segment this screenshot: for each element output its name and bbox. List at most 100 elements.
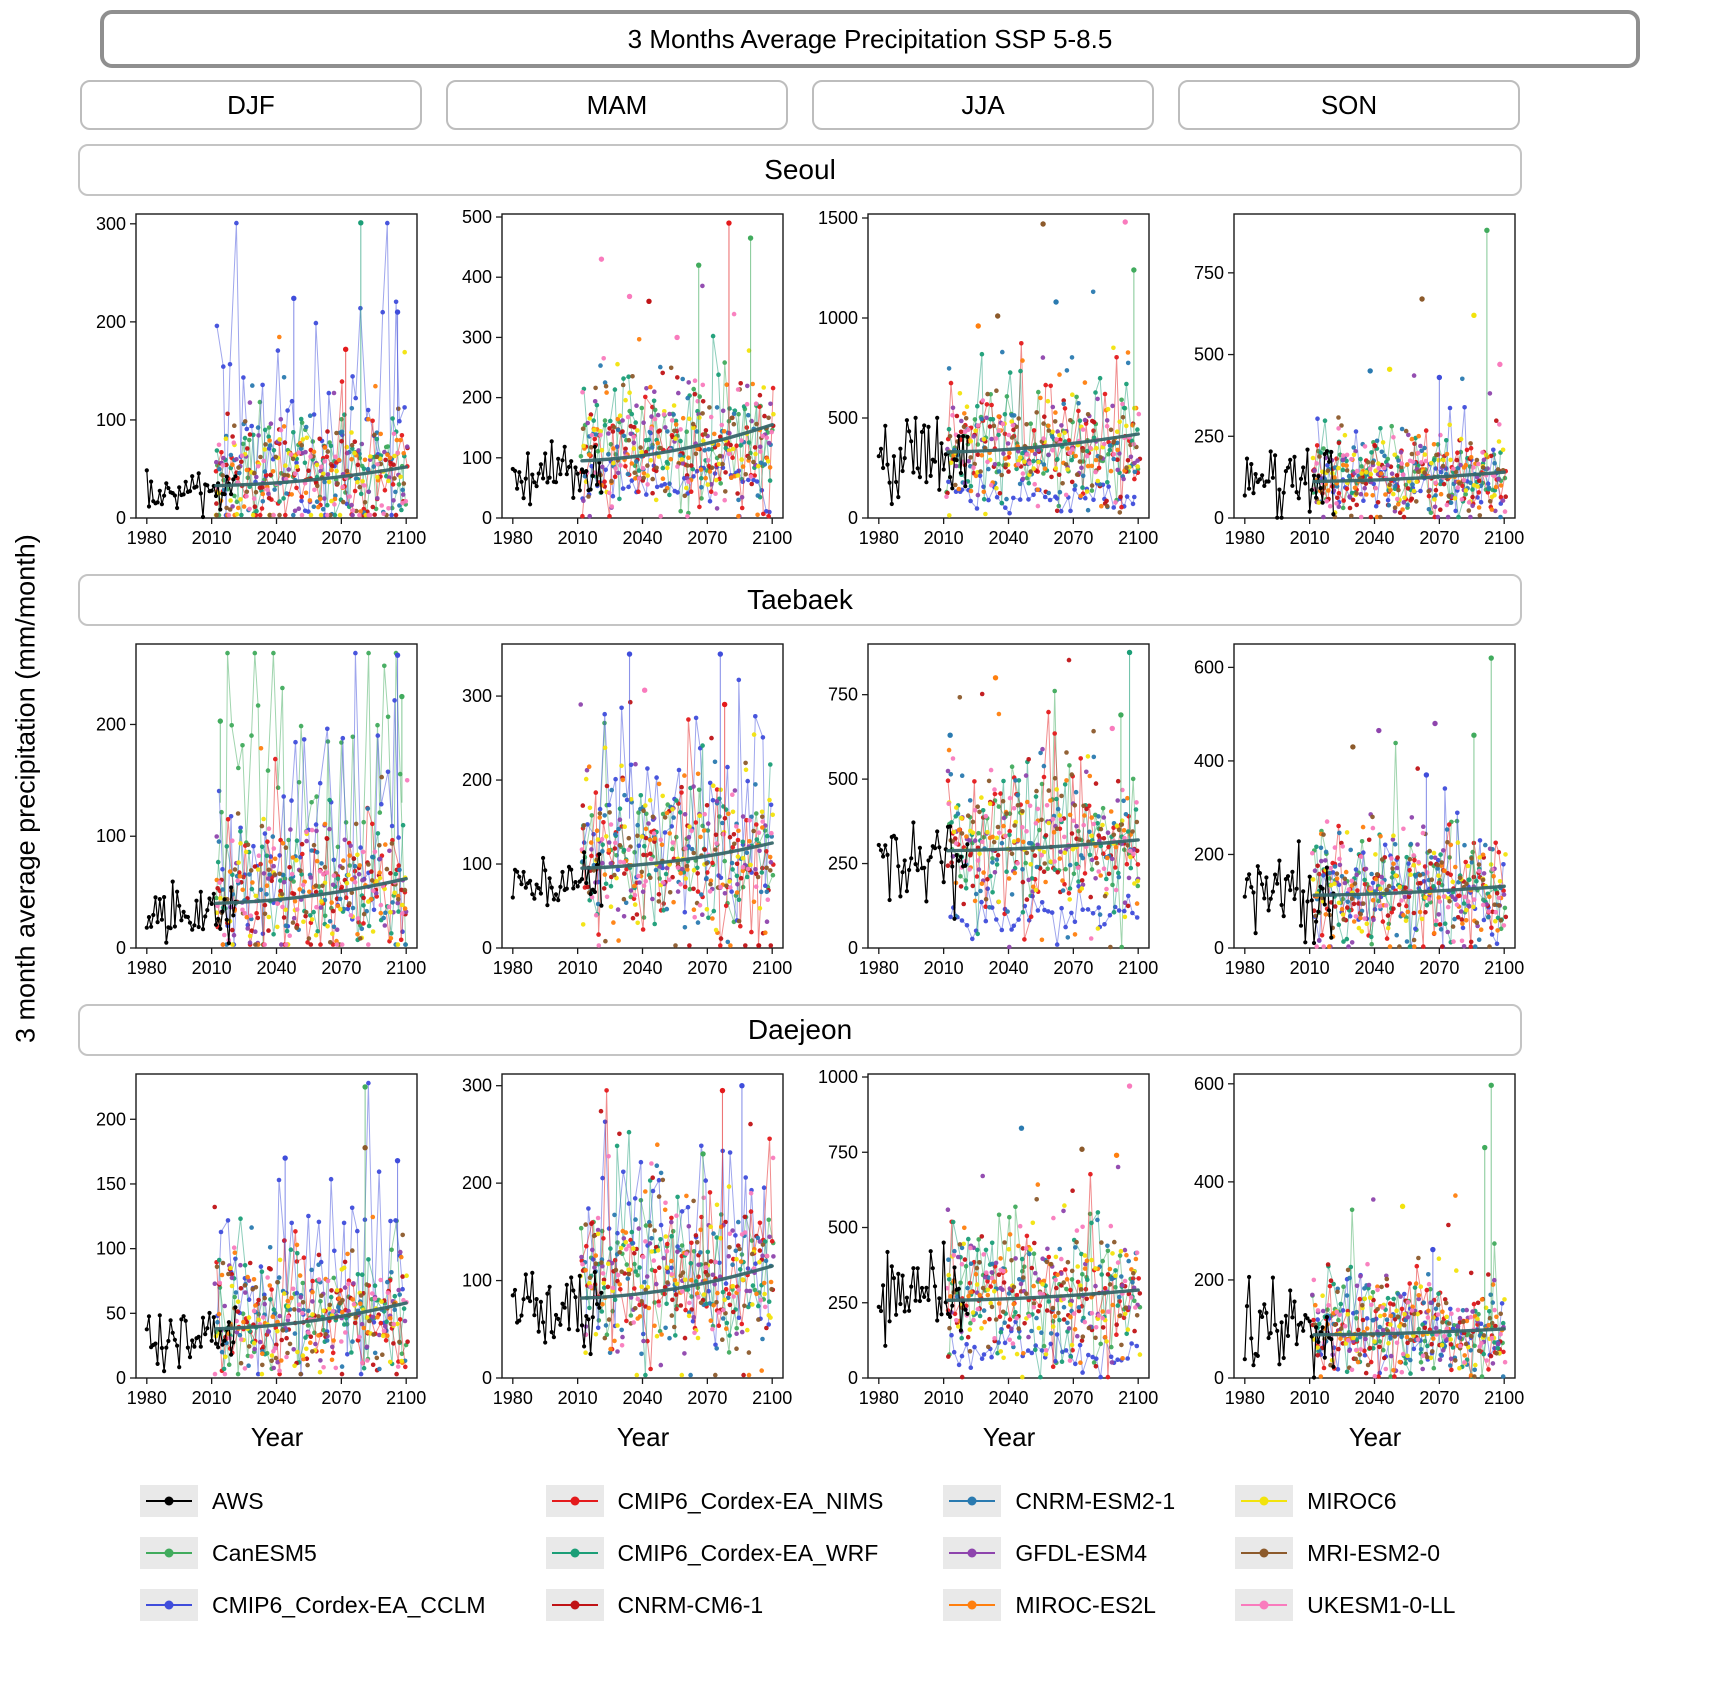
x-axis-label-djf: Year	[76, 1422, 426, 1453]
svg-text:2010: 2010	[192, 958, 232, 978]
svg-text:2010: 2010	[558, 958, 598, 978]
svg-text:500: 500	[1194, 345, 1224, 365]
svg-text:750: 750	[1194, 263, 1224, 283]
svg-text:2040: 2040	[256, 958, 296, 978]
season-column-headers: DJF MAM JJA SON	[76, 80, 1524, 130]
svg-text:1980: 1980	[127, 958, 167, 978]
svg-text:2010: 2010	[192, 1388, 232, 1408]
x-axis-labels: Year Year Year Year	[76, 1422, 1524, 1453]
column-header-mam: MAM	[446, 80, 788, 130]
svg-text:2100: 2100	[1118, 528, 1158, 548]
legend-item-cmip6-cordex-ea-wrf: CMIP6_Cordex-EA_WRF	[546, 1531, 884, 1575]
legend-item-miroc-es2l: MIROC-ES2L	[943, 1583, 1175, 1627]
row-header-taebaek: Taebaek	[78, 574, 1522, 626]
legend-label: CanESM5	[212, 1540, 317, 1567]
figure-title: 3 Months Average Precipitation SSP 5-8.5	[628, 24, 1113, 55]
svg-text:500: 500	[828, 769, 858, 789]
svg-text:1980: 1980	[127, 1388, 167, 1408]
svg-text:200: 200	[96, 1109, 126, 1129]
legend-label: CNRM-CM6-1	[618, 1592, 764, 1619]
legend-key-icon	[140, 1589, 198, 1621]
svg-text:1980: 1980	[493, 958, 533, 978]
svg-text:2070: 2070	[321, 528, 361, 548]
legend-label: MIROC-ES2L	[1015, 1592, 1156, 1619]
legend-item-miroc6: MIROC6	[1235, 1479, 1455, 1523]
legend-label: CMIP6_Cordex-EA_WRF	[618, 1540, 879, 1567]
svg-text:0: 0	[1214, 938, 1224, 958]
svg-text:2040: 2040	[256, 1388, 296, 1408]
x-axis-label-mam: Year	[442, 1422, 792, 1453]
figure-title-box: 3 Months Average Precipitation SSP 5-8.5	[100, 10, 1640, 68]
plots-area: 3 month average precipitation (mm/month)…	[76, 144, 1524, 1453]
legend-key-icon	[546, 1537, 604, 1569]
svg-text:600: 600	[1194, 657, 1224, 677]
svg-text:2100: 2100	[752, 958, 792, 978]
svg-text:2040: 2040	[256, 528, 296, 548]
svg-text:0: 0	[116, 1368, 126, 1388]
svg-text:1980: 1980	[493, 528, 533, 548]
svg-text:100: 100	[462, 854, 492, 874]
svg-text:200: 200	[462, 388, 492, 408]
svg-text:2010: 2010	[924, 958, 964, 978]
column-header-djf: DJF	[80, 80, 422, 130]
row-header-taebaek-label: Taebaek	[747, 584, 853, 616]
legend-label: GFDL-ESM4	[1015, 1540, 1147, 1567]
svg-text:1980: 1980	[1225, 528, 1265, 548]
svg-text:100: 100	[96, 826, 126, 846]
svg-text:2070: 2070	[321, 1388, 361, 1408]
legend-item-canesm5: CanESM5	[140, 1531, 486, 1575]
svg-text:100: 100	[462, 448, 492, 468]
row-header-daejeon: Daejeon	[78, 1004, 1522, 1056]
legend-item-mri-esm2-0: MRI-ESM2-0	[1235, 1531, 1455, 1575]
svg-text:300: 300	[96, 214, 126, 234]
row-header-daejeon-label: Daejeon	[748, 1014, 852, 1046]
y-axis-label: 3 month average precipitation (mm/month)	[4, 144, 48, 1434]
svg-text:0: 0	[848, 938, 858, 958]
svg-text:400: 400	[1194, 751, 1224, 771]
svg-text:2070: 2070	[321, 958, 361, 978]
svg-text:0: 0	[1214, 508, 1224, 528]
svg-text:2100: 2100	[1118, 958, 1158, 978]
svg-text:2070: 2070	[687, 958, 727, 978]
svg-text:2070: 2070	[1419, 528, 1459, 548]
svg-text:250: 250	[1194, 426, 1224, 446]
svg-text:2010: 2010	[192, 528, 232, 548]
column-header-djf-label: DJF	[227, 90, 275, 121]
svg-text:2010: 2010	[558, 528, 598, 548]
svg-text:500: 500	[828, 408, 858, 428]
column-header-mam-label: MAM	[587, 90, 648, 121]
svg-text:0: 0	[482, 508, 492, 528]
svg-text:2040: 2040	[1354, 528, 1394, 548]
legend-label: MIROC6	[1307, 1488, 1396, 1515]
svg-text:250: 250	[828, 854, 858, 874]
svg-text:1980: 1980	[1225, 958, 1265, 978]
legend-label: MRI-ESM2-0	[1307, 1540, 1440, 1567]
svg-text:100: 100	[96, 1239, 126, 1259]
svg-text:200: 200	[462, 770, 492, 790]
legend-item-ukesm1-0-ll: UKESM1-0-LL	[1235, 1583, 1455, 1627]
svg-text:2040: 2040	[988, 528, 1028, 548]
legend-item-cnrm-esm2-1: CNRM-ESM2-1	[943, 1479, 1175, 1523]
svg-text:2100: 2100	[1484, 958, 1524, 978]
svg-text:1980: 1980	[859, 958, 899, 978]
legend-label: CMIP6_Cordex-EA_NIMS	[618, 1488, 884, 1515]
legend-item-cmip6-cordex-ea-nims: CMIP6_Cordex-EA_NIMS	[546, 1479, 884, 1523]
svg-text:200: 200	[1194, 844, 1224, 864]
column-header-jja: JJA	[812, 80, 1154, 130]
